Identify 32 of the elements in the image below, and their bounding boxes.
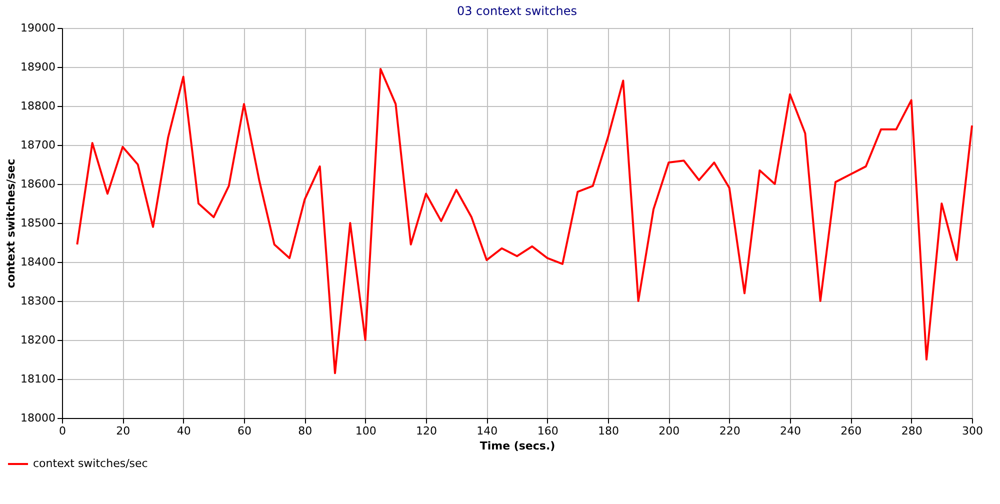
y-tick-label: 18100	[20, 372, 56, 386]
x-tick-label: 0	[59, 424, 66, 438]
x-tick-label: 260	[840, 424, 862, 438]
y-tick-label: 18500	[20, 216, 56, 230]
x-tick-label: 180	[598, 424, 619, 438]
x-tick-label: 300	[962, 424, 983, 438]
x-tick-label: 80	[298, 424, 312, 438]
legend-label: context switches/sec	[33, 457, 148, 470]
x-tick-label: 160	[537, 424, 558, 438]
x-tick-label: 220	[719, 424, 740, 438]
y-tick-label: 18300	[20, 294, 56, 308]
y-tick-label: 18700	[20, 138, 56, 152]
x-tick-label: 100	[355, 424, 376, 438]
x-tick-label: 60	[238, 424, 252, 438]
x-tick-label: 240	[780, 424, 801, 438]
y-tick-label: 18200	[20, 334, 56, 346]
y-tick-label: 18900	[20, 60, 56, 74]
x-tick-label: 120	[416, 424, 437, 438]
x-tick-label: 280	[901, 424, 922, 438]
y-axis-title: context switches/sec	[4, 158, 18, 288]
x-axis-title: Time (secs.)	[480, 440, 556, 452]
line-series	[76, 68, 973, 374]
x-tick-label: 140	[476, 424, 498, 438]
y-tick-label: 18800	[20, 100, 56, 112]
x-tick-label: 200	[658, 424, 680, 438]
y-tick-label: 18600	[20, 178, 56, 190]
chart-title: 03 context switches	[456, 4, 578, 18]
x-tick-label: 40	[176, 424, 191, 438]
x-tick-label: 20	[116, 424, 130, 438]
y-tick-label: 18000	[20, 412, 56, 424]
y-tick-label: 19000	[20, 22, 56, 34]
y-tick-label: 18400	[20, 256, 56, 268]
